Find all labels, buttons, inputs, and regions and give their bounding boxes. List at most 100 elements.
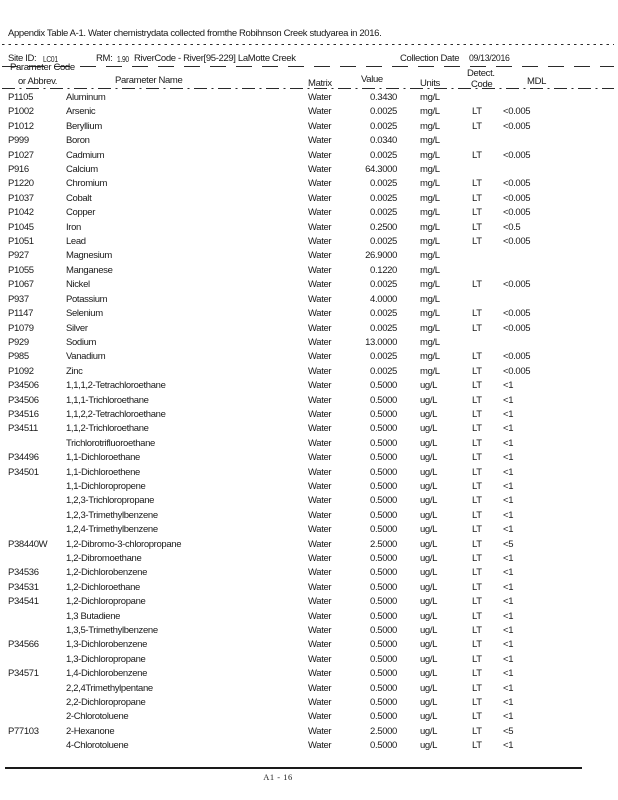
cell-mdl: <0.005 <box>503 322 531 334</box>
cell-detect: LT <box>472 149 482 161</box>
cell-code: P1051 <box>8 236 34 248</box>
cell-mdl: <0.005 <box>503 236 531 248</box>
cell-matrix: Water <box>308 639 332 651</box>
cell-units: ug/L <box>420 553 438 564</box>
cell-matrix: Water <box>308 380 332 392</box>
cell-matrix: Water <box>308 697 332 709</box>
cell-units: mg/L <box>420 92 440 103</box>
cell-value: 0.5000 <box>370 553 397 564</box>
cell-units: mg/L <box>420 293 440 305</box>
cell-units: ug/L <box>420 437 438 449</box>
cell-detect: LT <box>472 524 482 536</box>
cell-value: 0.5000 <box>370 524 397 536</box>
cell-matrix: Water <box>308 668 332 680</box>
cell-matrix: Water <box>308 524 332 536</box>
cell-value: 0.5000 <box>370 653 397 665</box>
cell-value: 0.0025 <box>370 120 397 132</box>
cell-name: 1,1,2,2-Tetrachloroethane <box>66 408 166 420</box>
cell-value: 0.3430 <box>370 92 397 103</box>
cell-detect: LT <box>472 553 482 564</box>
cell-units: mg/L <box>420 120 440 132</box>
cell-units: ug/L <box>420 423 438 435</box>
cell-matrix: Water <box>308 164 332 176</box>
cell-detect: LT <box>472 668 482 680</box>
cell-code: P1067 <box>8 279 34 291</box>
cell-units: mg/L <box>420 365 440 377</box>
cell-detect: LT <box>472 423 482 435</box>
cell-detect: LT <box>472 437 482 449</box>
cell-name: Sodium <box>66 336 97 348</box>
cell-name: 1,2-Dibromo-3-chloropropane <box>66 538 182 550</box>
cell-units: ug/L <box>420 408 438 420</box>
cell-code: P77103 <box>8 725 39 737</box>
cell-name: 2-Chlorotoluene <box>66 711 129 723</box>
cell-code: P1092 <box>8 365 34 377</box>
cell-code: P1220 <box>8 178 34 190</box>
cell-mdl: <0.005 <box>503 192 531 204</box>
cell-units: ug/L <box>420 480 438 492</box>
cell-value: 0.0025 <box>370 106 397 118</box>
cell-units: mg/L <box>420 106 440 118</box>
cell-name: Aluminum <box>66 92 106 103</box>
cell-matrix: Water <box>308 653 332 665</box>
cell-detect: LT <box>472 322 482 334</box>
cell-name: 1,4-Dichlorobenzene <box>66 668 148 680</box>
cell-code: P34566 <box>8 639 39 651</box>
cell-name: Silver <box>66 322 88 334</box>
cell-name: Cadmium <box>66 149 105 161</box>
cell-name: 2,2-Dichloropropane <box>66 697 146 709</box>
cell-matrix: Water <box>308 106 332 118</box>
cell-value: 26.9000 <box>365 250 397 262</box>
table-row: P1220 Chromium Water 0.0025 mg/L LT <0.005 <box>0 177 612 191</box>
cell-value: 0.0025 <box>370 178 397 190</box>
cell-mdl: <1 <box>503 610 514 622</box>
cell-name: Cobalt <box>66 192 92 204</box>
table-row: P937 Potassium Water 4.0000 mg/L <box>0 293 612 307</box>
dotted-separator <box>2 44 614 46</box>
cell-matrix: Water <box>308 207 332 219</box>
cell-matrix: Water <box>308 553 332 564</box>
cell-matrix: Water <box>308 92 332 103</box>
cell-units: ug/L <box>420 596 438 608</box>
cell-detect: LT <box>472 509 482 521</box>
cell-code: P38440W <box>8 538 48 550</box>
cell-name: Selenium <box>66 308 103 320</box>
river-code: RiverCode - River[95-229] LaMotte Creek <box>134 53 296 64</box>
cell-name: Beryllium <box>66 120 102 132</box>
table-row: P929 Sodium Water 13.0000 mg/L <box>0 336 612 350</box>
cell-units: mg/L <box>420 149 440 161</box>
cell-mdl: <1 <box>503 452 514 464</box>
cell-mdl: <0.005 <box>503 365 531 377</box>
table-row: P34516 1,1,2,2-Tetrachloroethane Water 0.50… <box>0 408 612 422</box>
cell-detect <box>469 293 500 307</box>
cell-detect <box>469 91 500 105</box>
col-header-detect-code: Code <box>471 79 493 90</box>
collection-date-value: 09/13/2016 <box>469 53 510 64</box>
cell-mdl: <0.005 <box>503 207 531 219</box>
cell-units: ug/L <box>420 509 438 521</box>
dashdot-separator <box>2 88 614 90</box>
cell-detect: LT <box>472 221 482 233</box>
cell-units: ug/L <box>420 725 438 737</box>
cell-value: 0.5000 <box>370 495 397 507</box>
cell-matrix: Water <box>308 308 332 320</box>
cell-units: ug/L <box>420 538 438 550</box>
cell-name: 2,2,4Trimethylpentane <box>66 682 153 694</box>
table-row: 2,2-Dichloropropane Water 0.5000 ug/L LT <1 <box>0 696 612 710</box>
cell-name: 1,3,5-Trimethylbenzene <box>66 625 158 637</box>
site-id-value: LC01 <box>43 54 58 64</box>
cell-name: 1,1-Dichloroethane <box>66 452 140 464</box>
table-row: P34506 1,1,1,2-Tetrachloroethane Water 0.50… <box>0 379 612 393</box>
cell-mdl: <1 <box>503 625 514 637</box>
cell-matrix: Water <box>308 725 332 737</box>
cell-units: ug/L <box>420 380 438 392</box>
cell-value: 13.0000 <box>365 336 397 348</box>
cell-mdl: <1 <box>503 495 514 507</box>
cell-code: P1147 <box>8 308 34 320</box>
cell-units: mg/L <box>420 236 440 248</box>
cell-code: P1037 <box>8 192 34 204</box>
cell-code <box>0 523 66 537</box>
cell-mdl: <1 <box>503 697 514 709</box>
cell-mdl: <1 <box>503 394 514 406</box>
cell-value: 0.0025 <box>370 308 397 320</box>
